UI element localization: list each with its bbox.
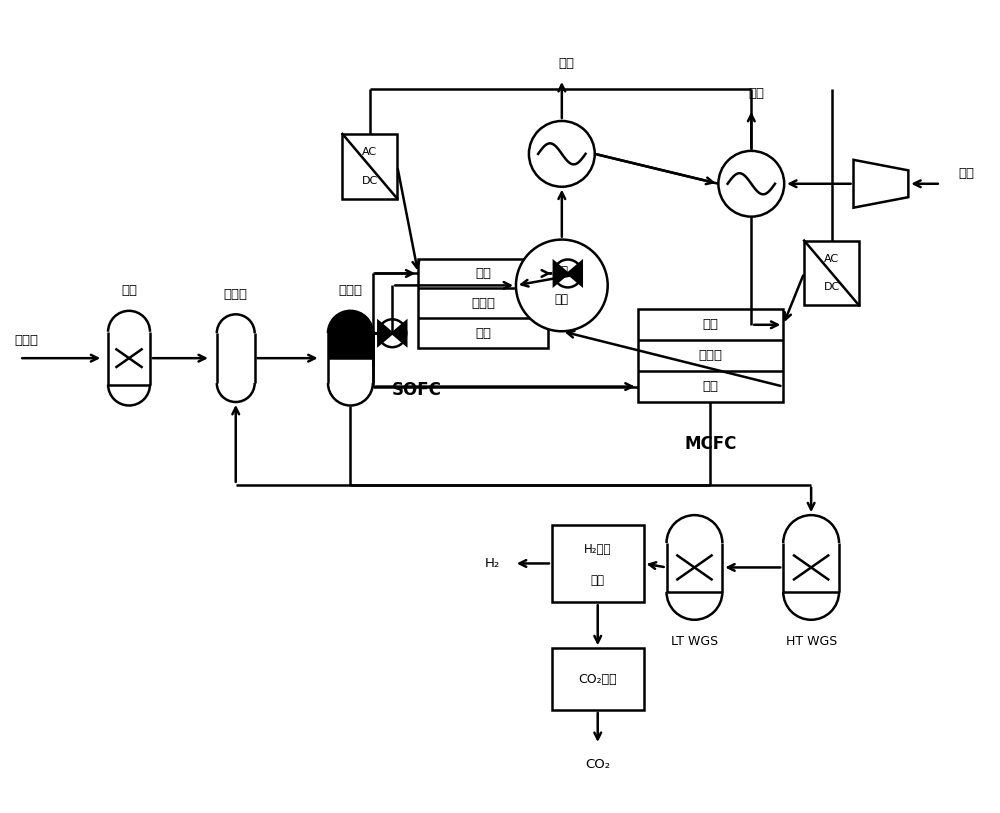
- Circle shape: [718, 151, 784, 216]
- Text: 阳极: 阳极: [702, 380, 718, 393]
- Polygon shape: [554, 262, 568, 285]
- Text: HT WGS: HT WGS: [786, 635, 837, 648]
- Text: H₂: H₂: [484, 557, 500, 570]
- Text: 燃烧: 燃烧: [555, 293, 569, 306]
- Text: 脱硫: 脱硫: [121, 285, 137, 298]
- Bar: [418, 259, 548, 348]
- Circle shape: [529, 121, 595, 187]
- Ellipse shape: [516, 240, 608, 331]
- Wedge shape: [328, 311, 373, 333]
- Bar: [783, 543, 839, 592]
- Text: AC: AC: [362, 147, 377, 157]
- Text: 废气: 废气: [748, 86, 764, 99]
- Bar: [552, 524, 644, 602]
- Bar: [638, 309, 783, 402]
- Bar: [342, 134, 397, 198]
- Text: LT WGS: LT WGS: [671, 635, 718, 648]
- Text: DC: DC: [362, 176, 378, 185]
- Bar: [108, 332, 150, 385]
- Text: 阳极: 阳极: [475, 327, 491, 340]
- Bar: [328, 333, 373, 359]
- Text: DC: DC: [823, 282, 840, 292]
- Text: 重整器: 重整器: [338, 285, 362, 298]
- Polygon shape: [392, 321, 406, 345]
- Text: 混合器: 混合器: [224, 288, 248, 301]
- Text: 天然气: 天然气: [14, 333, 38, 346]
- Bar: [217, 333, 255, 383]
- Text: CO₂压缩: CO₂压缩: [578, 672, 617, 685]
- Bar: [667, 543, 722, 592]
- Text: 催化: 催化: [555, 265, 569, 278]
- Text: 电解质: 电解质: [698, 349, 722, 362]
- Text: SOFC: SOFC: [391, 381, 441, 399]
- Text: CO₂: CO₂: [585, 759, 610, 772]
- Text: 空气: 空气: [959, 167, 975, 180]
- Text: 吸附: 吸附: [591, 574, 605, 587]
- Text: H₂变压: H₂变压: [584, 543, 611, 556]
- Text: 废气: 废气: [559, 57, 575, 70]
- Text: 阴极: 阴极: [475, 267, 491, 280]
- Text: MCFC: MCFC: [684, 435, 737, 453]
- Wedge shape: [328, 383, 373, 406]
- Polygon shape: [378, 321, 392, 345]
- Bar: [552, 648, 644, 710]
- Text: 阴极: 阴极: [702, 318, 718, 331]
- Text: AC: AC: [824, 254, 839, 263]
- Bar: [328, 359, 373, 383]
- Bar: [804, 241, 859, 306]
- Text: 电解质: 电解质: [471, 297, 495, 310]
- Polygon shape: [568, 262, 582, 285]
